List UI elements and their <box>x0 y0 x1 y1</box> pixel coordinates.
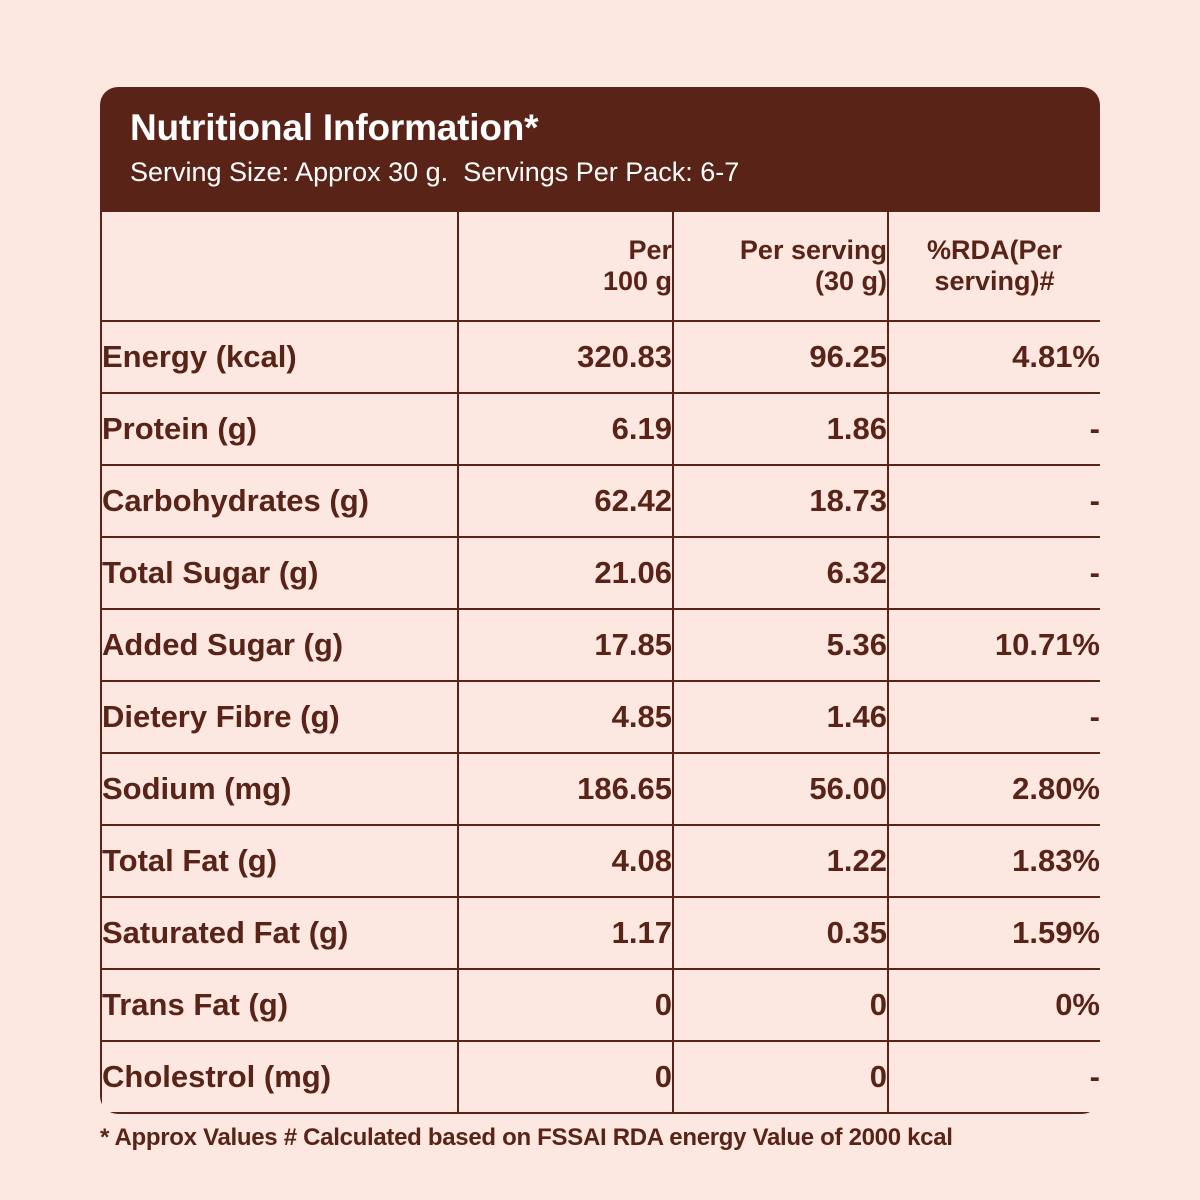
cell-nutrient-name: Total Fat (g) <box>100 824 459 898</box>
cell-per-100g: 4.08 <box>457 824 674 898</box>
serving-info-subtitle: Serving Size: Approx 30 g. Servings Per … <box>130 156 740 187</box>
cell-per-serving: 96.25 <box>672 320 889 394</box>
nutrition-panel: Nutritional Information* Serving Size: A… <box>100 87 1100 1152</box>
cell-per-serving: 1.86 <box>672 392 889 466</box>
cell-per-100g: 4.85 <box>457 680 674 754</box>
table-header-row: Per 100 g Per serving (30 g) %RDA(Per serving… <box>100 210 1100 322</box>
cell-rda: 1.59% <box>887 896 1100 970</box>
nutrition-header-band: Nutritional Information* Serving Size: A… <box>100 87 1100 210</box>
column-header-nutrient <box>100 210 459 322</box>
cell-nutrient-name: Dietery Fibre (g) <box>100 680 459 754</box>
cell-rda: 4.81% <box>887 320 1100 394</box>
cell-per-100g: 17.85 <box>457 608 674 682</box>
table-row: Total Sugar (g) 21.06 6.32- <box>100 536 1100 610</box>
table-row: Energy (kcal) 320.83 96.25 4.81% <box>100 320 1100 394</box>
column-header-per-100g-line1: Per <box>628 234 672 265</box>
cell-rda: - <box>887 536 1100 610</box>
cell-nutrient-name: Energy (kcal) <box>100 320 459 394</box>
cell-per-serving: 5.36 <box>672 608 889 682</box>
nutrition-table: Per 100 g Per serving (30 g) %RDA(Per serving… <box>100 210 1100 1114</box>
table-row: Trans Fat (g) 0 0 0% <box>100 968 1100 1042</box>
cell-nutrient-name: Sodium (mg) <box>100 752 459 826</box>
column-header-per-100g-line2: 100 g <box>602 266 672 296</box>
cell-rda: - <box>887 680 1100 754</box>
cell-per-serving: 56.00 <box>672 752 889 826</box>
table-row: Added Sugar (g) 17.85 5.36 10.71% <box>100 608 1100 682</box>
column-header-per-serving: Per serving (30 g) <box>672 210 889 322</box>
table-row: Cholestrol (mg) 0 0- <box>100 1040 1100 1114</box>
column-header-per-serving-line1: Per serving <box>739 234 887 265</box>
cell-nutrient-name: Added Sugar (g) <box>100 608 459 682</box>
cell-per-100g: 21.06 <box>457 536 674 610</box>
cell-per-serving: 0 <box>672 1040 889 1114</box>
cell-rda: - <box>887 392 1100 466</box>
column-header-rda: %RDA(Per serving)# <box>887 210 1100 322</box>
cell-nutrient-name: Carbohydrates (g) <box>100 464 459 538</box>
table-row: Saturated Fat (g) 1.17 0.35 1.59% <box>100 896 1100 970</box>
cell-nutrient-name: Saturated Fat (g) <box>100 896 459 970</box>
cell-per-100g: 1.17 <box>457 896 674 970</box>
cell-per-serving: 0 <box>672 968 889 1042</box>
cell-per-serving: 18.73 <box>672 464 889 538</box>
table-row: Protein (g) 6.19 1.86- <box>100 392 1100 466</box>
cell-rda: - <box>887 1040 1100 1114</box>
cell-nutrient-name: Protein (g) <box>100 392 459 466</box>
column-header-per-serving-line2: (30 g) <box>814 266 887 296</box>
cell-per-100g: 62.42 <box>457 464 674 538</box>
column-header-rda-line1: %RDA(Per <box>926 234 1063 265</box>
cell-per-100g: 186.65 <box>457 752 674 826</box>
cell-rda: 1.83% <box>887 824 1100 898</box>
cell-per-serving: 1.22 <box>672 824 889 898</box>
cell-rda: 2.80% <box>887 752 1100 826</box>
table-row: Carbohydrates (g) 62.42 18.73- <box>100 464 1100 538</box>
column-header-rda-line2: serving)# <box>934 266 1055 296</box>
cell-per-serving: 6.32 <box>672 536 889 610</box>
cell-rda: 10.71% <box>887 608 1100 682</box>
table-row: Sodium (mg) 186.65 56.00 2.80% <box>100 752 1100 826</box>
cell-nutrient-name: Total Sugar (g) <box>100 536 459 610</box>
footnote-text: * Approx Values # Calculated based on FS… <box>100 1124 953 1151</box>
table-row: Total Fat (g) 4.08 1.22 1.83% <box>100 824 1100 898</box>
cell-rda: 0% <box>887 968 1100 1042</box>
cell-nutrient-name: Cholestrol (mg) <box>100 1040 459 1114</box>
cell-per-100g: 320.83 <box>457 320 674 394</box>
page-title: Nutritional Information* <box>130 107 539 148</box>
cell-per-100g: 0 <box>457 968 674 1042</box>
table-row: Dietery Fibre (g) 4.85 1.46- <box>100 680 1100 754</box>
cell-rda: - <box>887 464 1100 538</box>
column-header-per-100g: Per 100 g <box>457 210 674 322</box>
cell-per-100g: 0 <box>457 1040 674 1114</box>
cell-nutrient-name: Trans Fat (g) <box>100 968 459 1042</box>
nutrition-table-wrapper: Per 100 g Per serving (30 g) %RDA(Per serving… <box>100 210 1100 1114</box>
cell-per-serving: 0.35 <box>672 896 889 970</box>
cell-per-serving: 1.46 <box>672 680 889 754</box>
cell-per-100g: 6.19 <box>457 392 674 466</box>
